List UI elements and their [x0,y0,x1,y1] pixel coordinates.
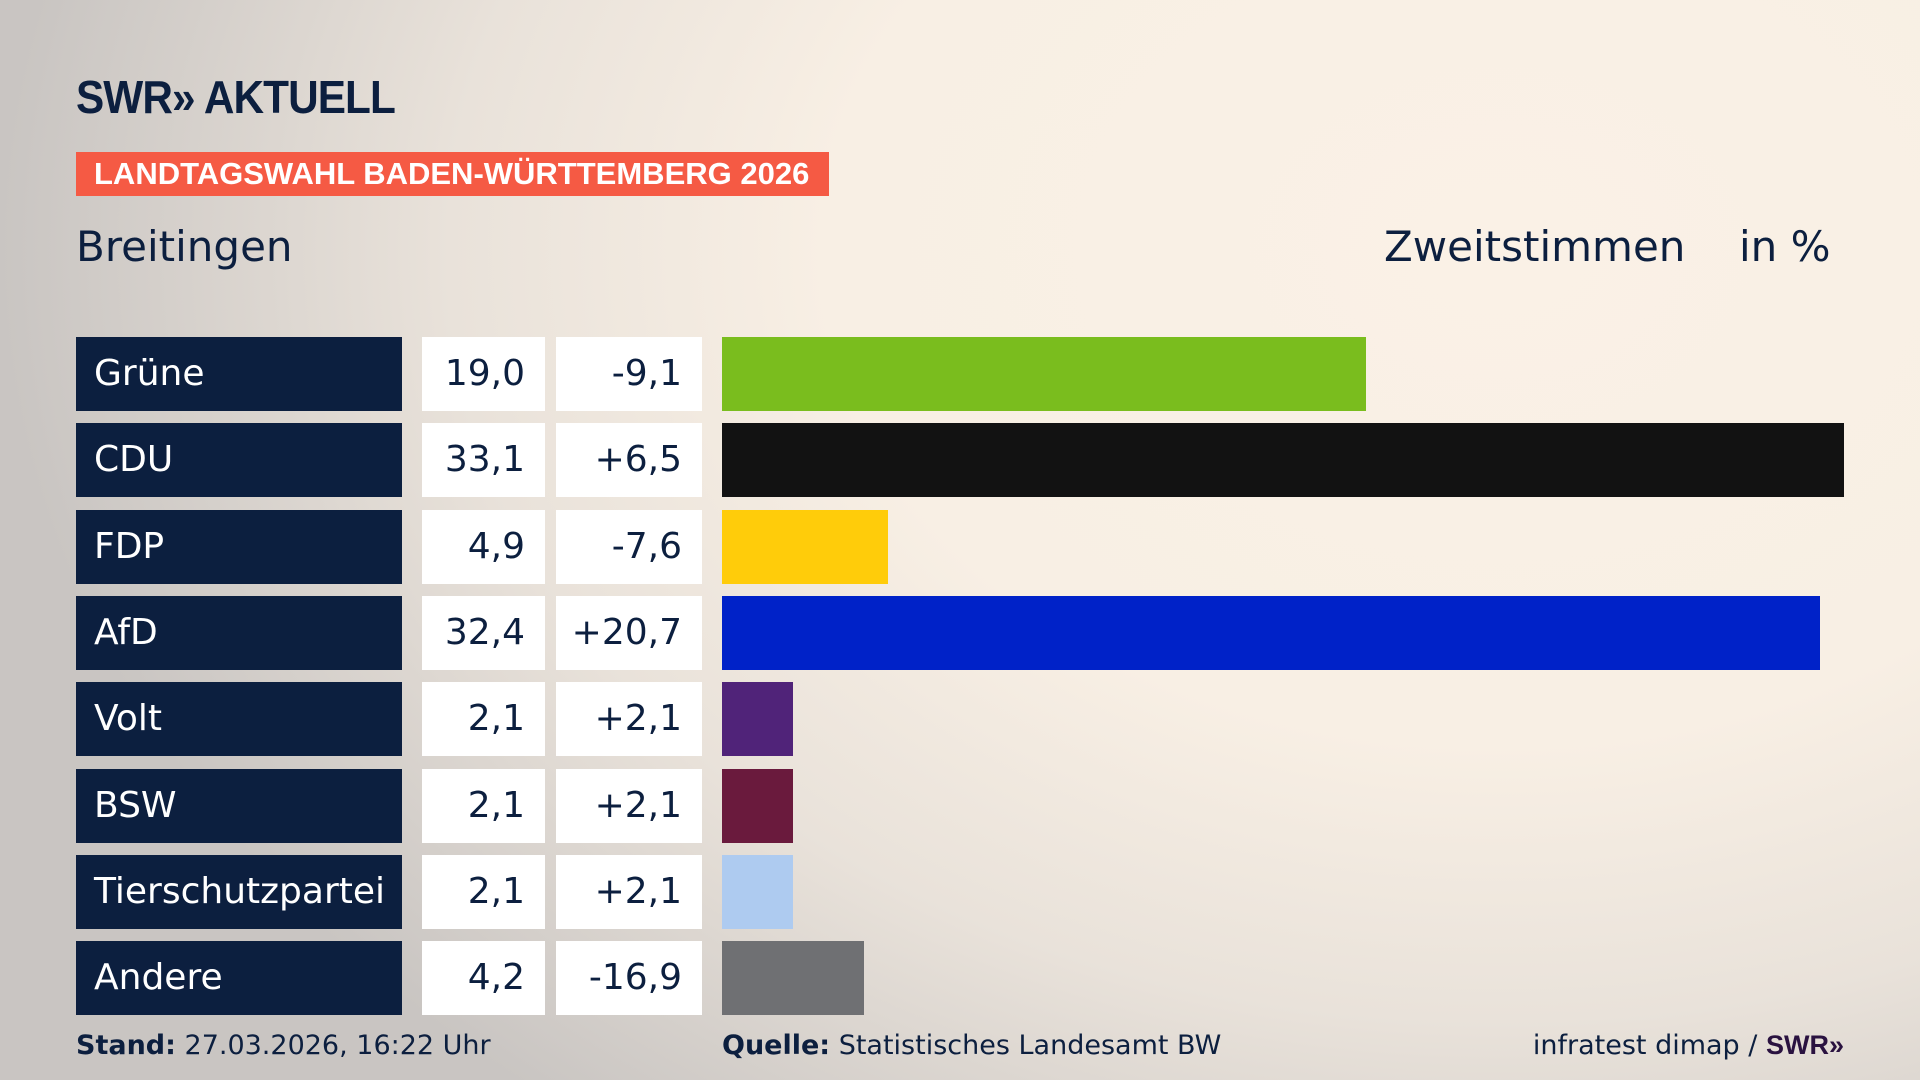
footer-credit: infratest dimap / SWR» [1533,1030,1844,1061]
change-label: +6,5 [556,423,702,498]
credit-text: infratest dimap / [1532,1030,1758,1061]
change-label: +2,1 [556,682,702,757]
party-row: AfD 32,4 +20,7 [0,595,1920,670]
value-label: 2,1 [422,682,545,757]
election-banner: LANDTAGSWAHL BADEN-WÜRTTEMBERG 2026 [76,152,829,196]
change-label: -7,6 [556,509,702,584]
bar-fdp [722,509,889,584]
party-label: FDP [76,509,402,584]
bar-tierschutzpartei [722,854,794,929]
bar-grüne [722,337,1367,411]
bar-afd [722,595,1821,670]
unit-label: in % [1739,222,1831,271]
value-label: 2,1 [422,854,545,929]
bar-bsw [722,768,794,843]
party-row: Tierschutzpartei 2,1 +2,1 [0,854,1920,929]
party-label: Tierschutzpartei [76,854,402,929]
footer-source: Quelle: Statistisches Landesamt BW [722,1030,1221,1061]
value-label: 33,1 [422,423,545,498]
party-row: Volt 2,1 +2,1 [0,682,1920,757]
party-label: Volt [76,682,402,757]
party-label: BSW [76,768,402,843]
party-row: CDU 33,1 +6,5 [0,423,1920,498]
change-label: -9,1 [556,337,702,411]
bar-cdu [722,423,1844,498]
footer-stand: Stand: 27.03.2026, 16:22 Uhr [76,1030,491,1061]
party-row: Andere 4,2 -16,9 [0,941,1920,1016]
change-label: +20,7 [556,595,702,670]
stand-label: Stand: [76,1030,176,1061]
change-label: +2,1 [556,854,702,929]
party-label: Andere [76,941,402,1016]
party-label: AfD [76,595,402,670]
place-title: Breitingen [76,222,293,271]
party-label: Grüne [76,337,402,411]
stand-value: 27.03.2026, 16:22 Uhr [184,1030,491,1061]
bar-volt [722,682,794,757]
source-label: Quelle: [722,1030,831,1061]
swr-logo: SWR» [1765,1030,1844,1060]
value-label: 19,0 [422,337,545,411]
change-label: -16,9 [556,941,702,1016]
value-label: 32,4 [422,595,545,670]
value-label: 4,2 [422,941,545,1016]
value-label: 4,9 [422,509,545,584]
source-value: Statistisches Landesamt BW [838,1030,1222,1061]
party-label: CDU [76,423,402,498]
party-row: FDP 4,9 -7,6 [0,509,1920,584]
party-row: Grüne 19,0 -9,1 [0,337,1920,411]
bar-andere [722,941,865,1016]
vote-type-label: Zweitstimmen [1384,222,1686,271]
value-label: 2,1 [422,768,545,843]
party-row: BSW 2,1 +2,1 [0,768,1920,843]
change-label: +2,1 [556,768,702,843]
swr-aktuell-logo: SWR» AKTUELL [76,71,396,123]
